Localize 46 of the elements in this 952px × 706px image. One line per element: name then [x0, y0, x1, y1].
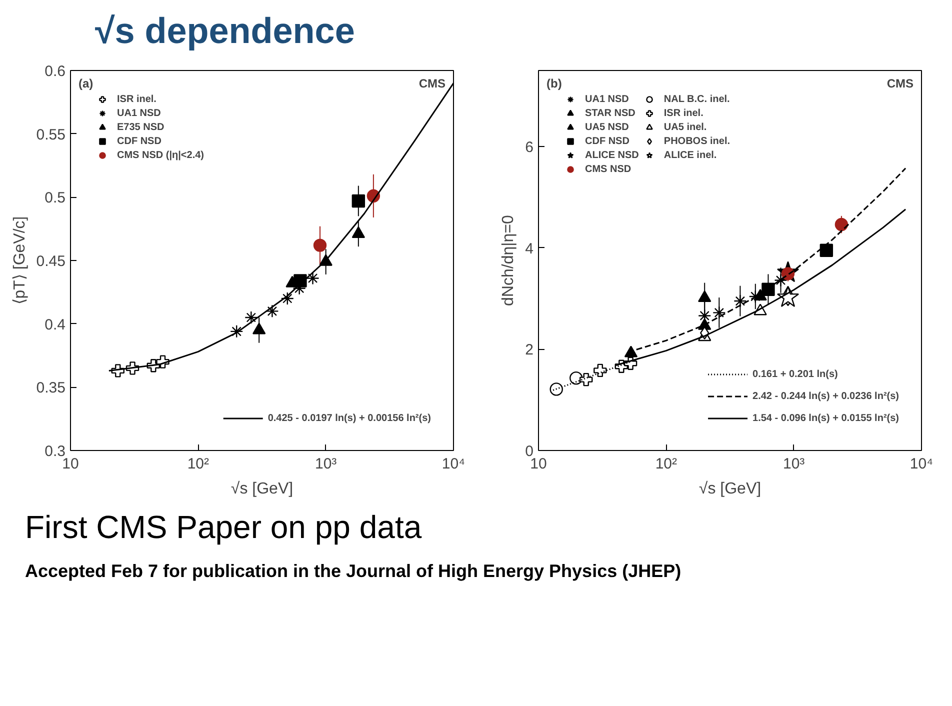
legend-label: ISR inel.: [664, 107, 704, 119]
text: First CMS Paper on pp data: [25, 508, 422, 547]
y-axis-title: dNch/dη|η=0: [500, 214, 518, 306]
x-tick-label: 10⁴: [442, 456, 466, 472]
y-tick-label: 6: [525, 139, 534, 156]
x-tick-label: 10²: [655, 456, 678, 472]
legend-label: E735 NSD: [117, 121, 164, 133]
y-tick-label: 4: [525, 240, 534, 258]
legend-label: UA1 NSD: [585, 93, 629, 105]
legend-label: 0.425 - 0.0197 ln(s) + 0.00156 ln²(s): [268, 412, 431, 424]
x-tick-label: 10³: [314, 456, 337, 472]
legend-label: UA5 NSD: [585, 121, 629, 133]
legend-label: NAL B.C. inel.: [664, 93, 730, 105]
legend-label: UA5 inel.: [664, 121, 707, 133]
y-tick-label: 0.45: [36, 253, 66, 270]
x-tick-label: 10³: [782, 456, 805, 472]
y-tick-label: 0.35: [36, 380, 66, 397]
y-tick-label: 0.4: [44, 316, 66, 334]
x-tick-label: 10²: [187, 456, 210, 472]
legend-label: UA1 NSD: [117, 107, 161, 119]
legend-label: 0.161 + 0.201 ln(s): [752, 368, 838, 380]
text: √s dependence: [95, 9, 355, 53]
y-tick-label: 2: [525, 342, 534, 359]
x-axis-title: √s [GeV]: [230, 480, 294, 498]
legend-label: STAR NSD: [585, 107, 636, 119]
legend-label: ISR inel.: [117, 93, 156, 105]
annotation: CMS: [886, 76, 914, 90]
y-tick-label: 0.6: [44, 63, 66, 80]
legend-label: ALICE NSD: [585, 149, 639, 161]
legend-label: ALICE inel.: [664, 149, 717, 161]
y-tick-label: 0.5: [44, 190, 66, 207]
x-tick-label: 10⁴: [910, 456, 934, 472]
legend-label: 1.54 - 0.096 ln(s) + 0.0155 ln²(s): [752, 412, 899, 424]
text: Accepted Feb 7 for publication in the Journal of High Energy Physics (JHEP): [25, 560, 682, 583]
legend-label: PHOBOS inel.: [664, 135, 730, 147]
annotation: (b): [546, 76, 562, 90]
annotation: CMS: [418, 76, 446, 90]
legend-label: CMS NSD (|η|<2.4): [117, 149, 204, 161]
x-axis-title: √s [GeV]: [698, 480, 762, 498]
y-tick-label: 0.55: [36, 126, 66, 144]
y-axis-title: ⟨pT⟩ [GeV/c]: [11, 216, 28, 305]
legend-label: CMS NSD: [585, 163, 632, 175]
legend-label: CDF NSD: [117, 135, 162, 147]
annotation: (a): [78, 76, 94, 90]
legend-label: CDF NSD: [585, 135, 630, 147]
legend-label: 2.42 - 0.244 ln(s) + 0.0236 ln²(s): [752, 390, 899, 402]
